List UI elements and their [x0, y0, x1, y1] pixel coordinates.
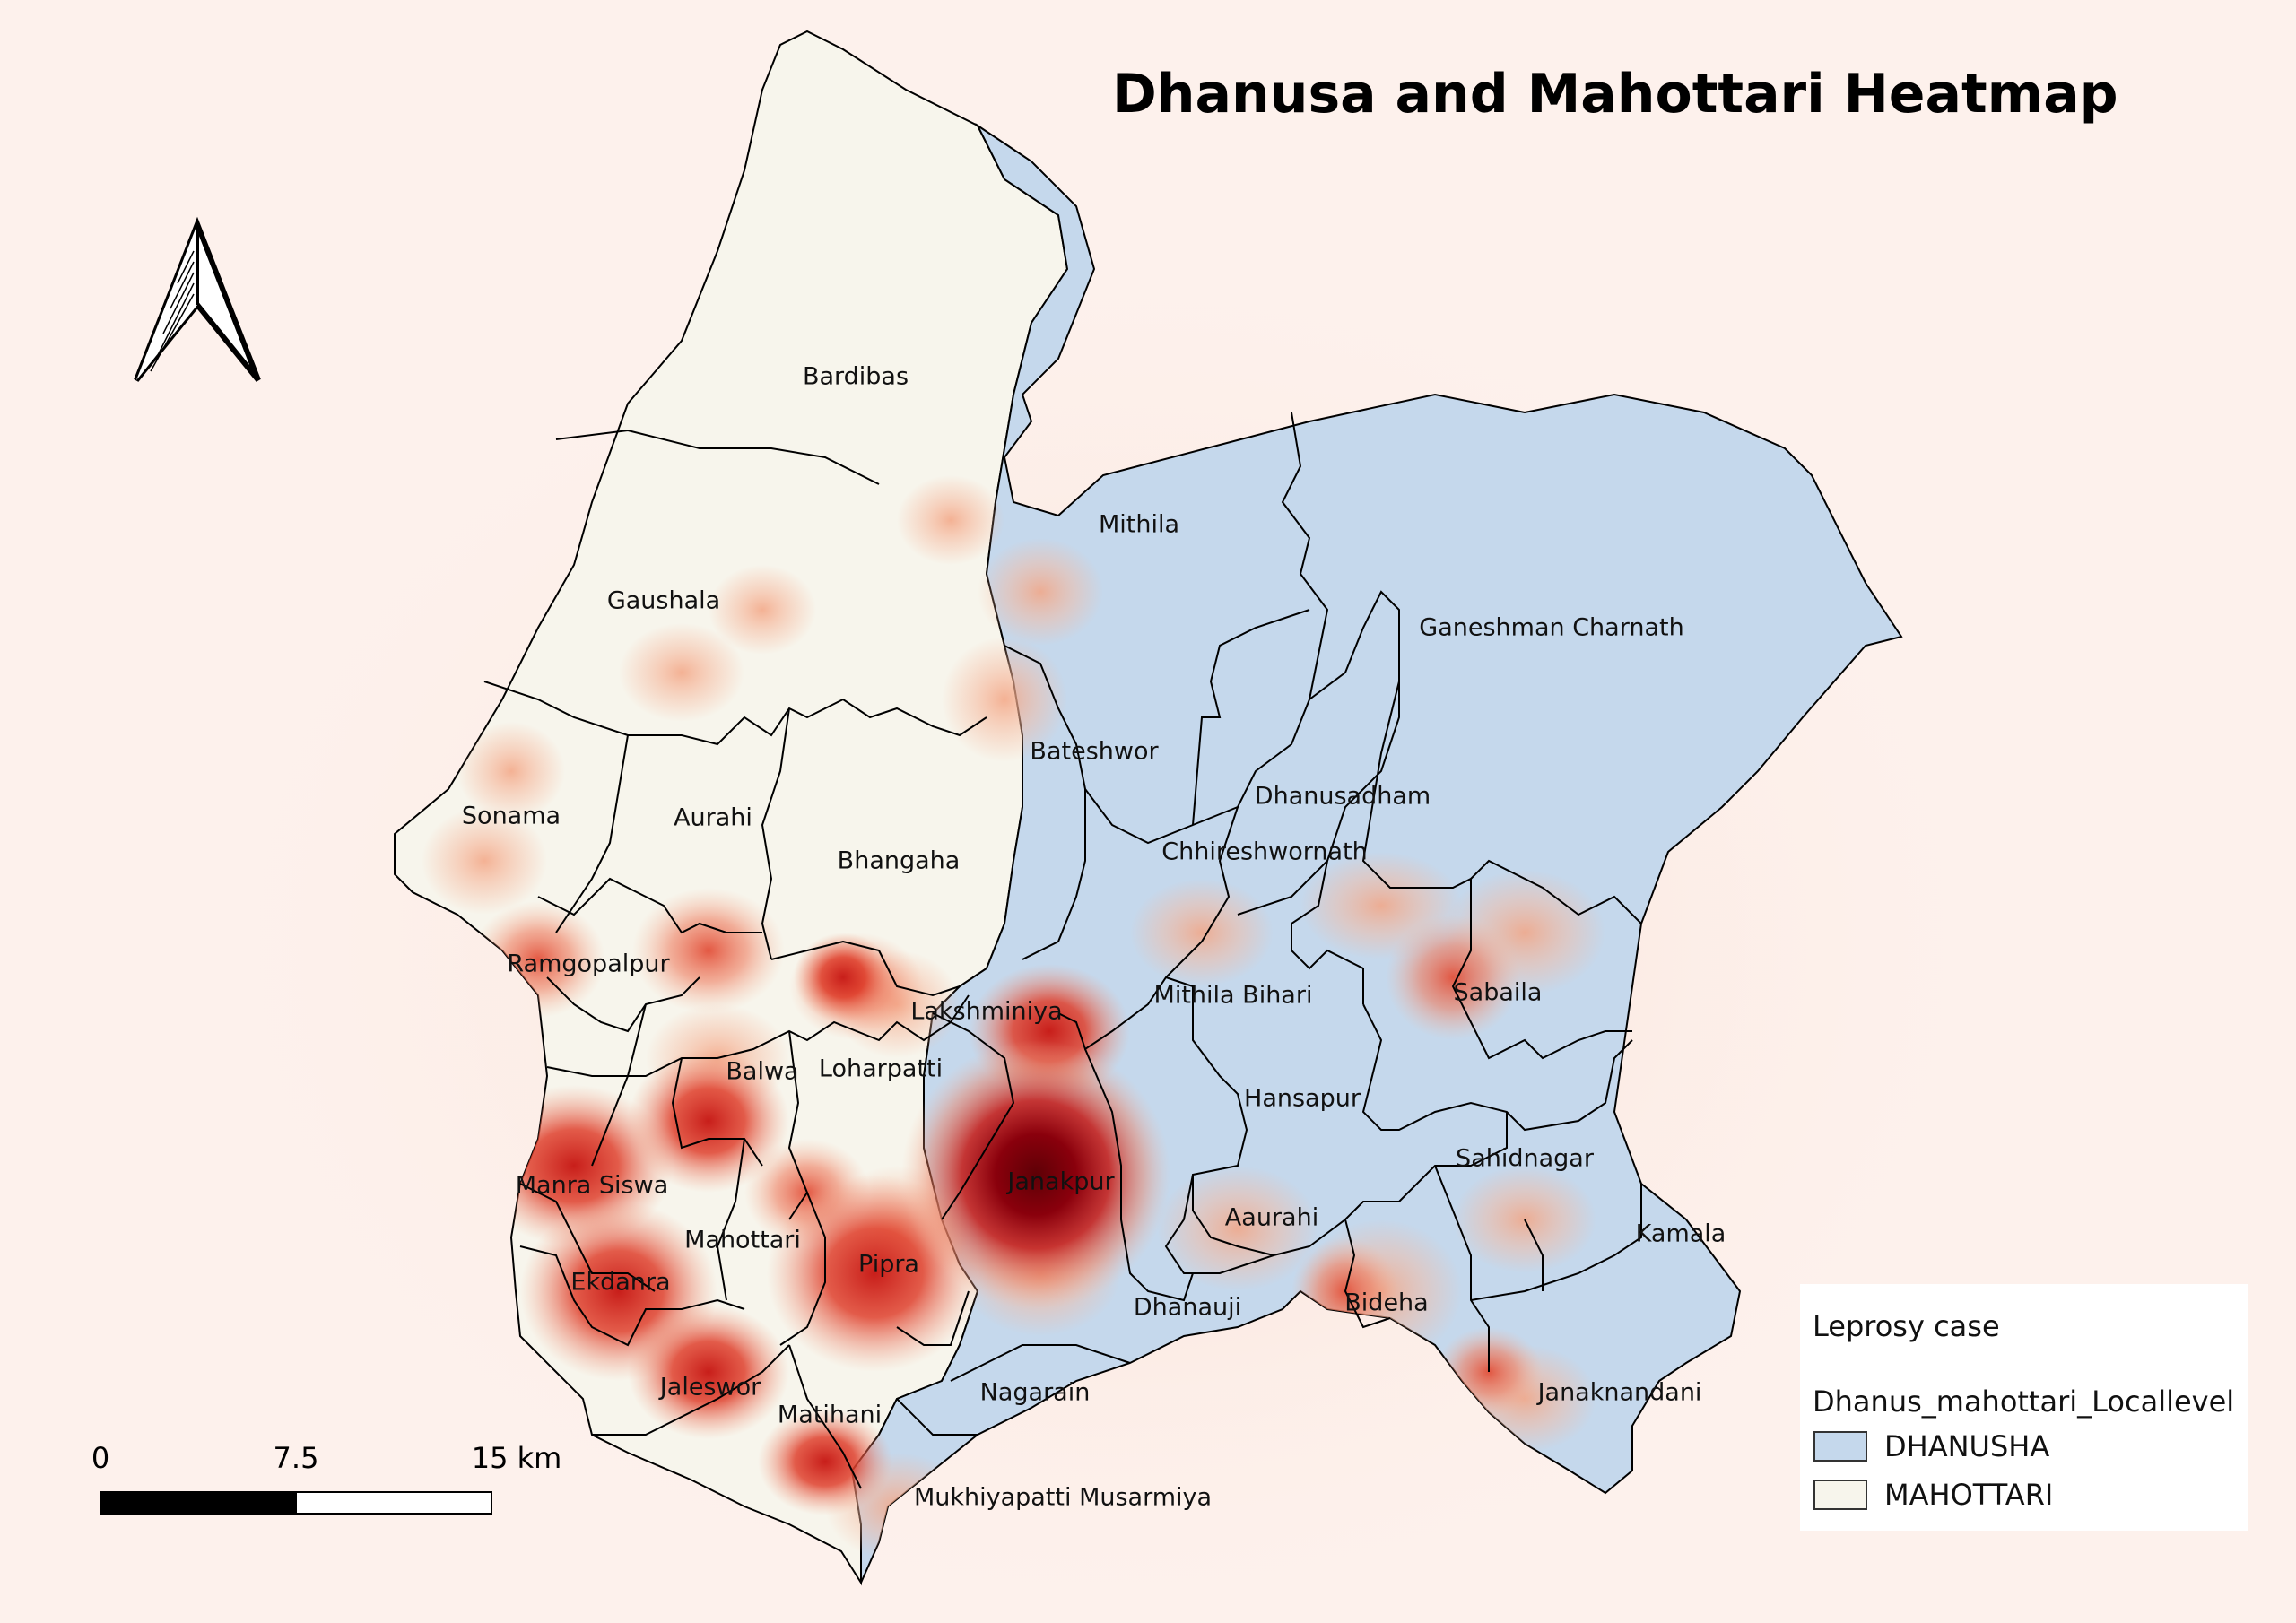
place-label-bateshwor: Bateshwor [1030, 737, 1159, 766]
place-label-kamala: Kamala [1635, 1219, 1726, 1248]
scale-label-15-km: 15 km [471, 1441, 562, 1475]
place-label-balwa: Balwa [726, 1057, 799, 1086]
place-label-nagarain: Nagarain [979, 1378, 1091, 1407]
place-label-jaleswor: Jaleswor [659, 1373, 761, 1402]
place-label-pipra: Pipra [858, 1250, 919, 1279]
north-arrow-icon [134, 216, 261, 382]
legend: Leprosy case Dhanus_mahottari_Locallevel… [1800, 1284, 2248, 1531]
place-label-sabaila: Sabaila [1453, 978, 1543, 1007]
place-label-sonama: Sonama [461, 802, 561, 830]
place-label-bhangaha: Bhangaha [837, 846, 961, 875]
scale-label-7-5: 7.5 [273, 1441, 319, 1475]
place-label-mithila: Mithila [1098, 510, 1180, 539]
legend-layer-name: Dhanus_mahottari_Locallevel [1813, 1384, 2235, 1419]
place-label-mukhiyapatti-musarmiya: Mukhiyapatti Musarmiya [913, 1483, 1213, 1512]
place-label-ramgopalpur: Ramgopalpur [507, 950, 670, 978]
place-label-mithila-bihari: Mithila Bihari [1153, 981, 1313, 1010]
legend-swatch-mahottari [1813, 1480, 1867, 1510]
legend-swatch-dhanusha [1813, 1431, 1867, 1462]
place-label-aurahi: Aurahi [674, 803, 752, 832]
map-title: Dhanusa and Mahottari Heatmap [1112, 63, 2118, 126]
scale-bar [100, 1491, 492, 1515]
place-label-bideha: Bideha [1344, 1289, 1429, 1317]
place-label-hansapur: Hansapur [1244, 1084, 1361, 1113]
place-label-sahidnagar: Sahidnagar [1456, 1144, 1594, 1173]
place-label-ekdanra: Ekdanra [570, 1268, 671, 1297]
place-label-ganeshman-charnath: Ganeshman Charnath [1419, 613, 1684, 642]
place-label-dhanauji: Dhanauji [1133, 1293, 1242, 1322]
place-label-gaushala: Gaushala [606, 586, 721, 615]
local-level-boundaries [483, 412, 1642, 1489]
place-label-bardibas: Bardibas [802, 362, 909, 391]
place-label-janakpur: Janakpur [1007, 1167, 1115, 1196]
place-label-matihani: Matihani [777, 1401, 883, 1429]
legend-label-mahottari: MAHOTTARI [1884, 1478, 2054, 1512]
place-label-mahottari: Mahottari [684, 1226, 801, 1254]
place-label-chhireshwornath: Chhireshwornath [1161, 838, 1368, 866]
legend-title: Leprosy case [1813, 1309, 2000, 1343]
place-label-lakshminiya: Lakshminiya [910, 997, 1063, 1026]
place-label-janaknandani: Janaknandani [1537, 1378, 1702, 1407]
place-label-manra-siswa: Manra Siswa [515, 1171, 669, 1200]
place-label-dhanusadham: Dhanusadham [1254, 782, 1431, 811]
legend-label-dhanusha: DHANUSHA [1884, 1429, 2050, 1463]
place-label-aaurahi: Aaurahi [1224, 1203, 1319, 1232]
scale-label-0: 0 [91, 1441, 110, 1475]
place-label-loharpatti: Loharpatti [818, 1055, 944, 1083]
